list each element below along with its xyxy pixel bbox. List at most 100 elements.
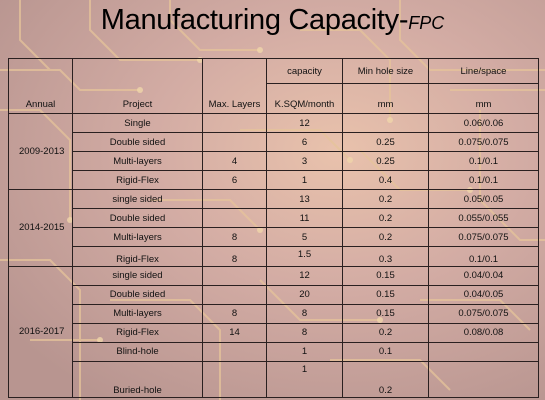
project-cell: Double sided	[72, 208, 203, 229]
project-cell: Multi-layers	[72, 227, 203, 248]
annual-cell: 2009-2013	[8, 112, 73, 191]
hole-cell: 0.15	[342, 284, 429, 305]
layers-cell: 14	[202, 322, 267, 343]
header-min-hole-size: Min hole size	[342, 58, 429, 84]
line-space-cell: 0.075/0.075	[428, 132, 539, 153]
line-space-cell: 0.1/0.1	[428, 151, 539, 172]
layers-cell: 6	[202, 170, 267, 191]
annual-cell: 2014-2015	[8, 189, 73, 267]
layers-cell	[202, 189, 267, 210]
table-row: Buried-hole 1 0.2	[9, 360, 539, 399]
table-row: Multi-layers 8 5 0.2 0.075/0.075	[9, 227, 539, 248]
hole-cell: 0.2	[342, 208, 429, 229]
header-capacity: capacity	[266, 58, 343, 84]
capacity-table: Annual Project Max. Layers capacity Min …	[8, 58, 539, 399]
capacity-cell: 6	[266, 132, 343, 153]
line-space-cell: 0.08/0.08	[428, 322, 539, 343]
project-cell: Single	[72, 112, 203, 134]
table-row: Rigid-Flex 6 1 0.4 0.1/0.1	[9, 170, 539, 191]
title-main: Manufacturing Capacity-	[100, 4, 409, 36]
layers-cell	[202, 284, 267, 305]
capacity-cell: 1	[266, 360, 343, 399]
hole-cell: 0.4	[342, 170, 429, 191]
table-row: 2009-2013 Single 12 0.06/0.06	[8, 112, 539, 191]
hole-cell: 0.2	[342, 189, 429, 210]
title-sub: FPC	[408, 13, 445, 33]
table-row: Blind-hole 1 0.1	[9, 341, 539, 362]
layers-cell: 8	[202, 303, 267, 324]
table-row: 2014-2015 single sided 13 0.2 0.05/0.05	[8, 189, 539, 267]
table-row: Double sided 20 0.15 0.04/0.05	[9, 284, 539, 305]
project-cell: Double sided	[72, 132, 203, 153]
line-space-cell	[428, 360, 539, 399]
line-space-cell: 0.04/0.05	[428, 284, 539, 305]
table-row: 2016-2017 single sided 12 0.15 0.04/0.04	[8, 265, 539, 398]
hole-cell	[342, 112, 429, 134]
hole-cell: 0.2	[342, 360, 429, 399]
project-cell: single sided	[72, 265, 203, 286]
layers-cell	[202, 360, 267, 399]
table-row: Double sided 6 0.25 0.075/0.075	[9, 132, 539, 153]
capacity-cell: 13	[266, 189, 343, 210]
layers-cell	[202, 132, 267, 153]
header-project: Project	[72, 58, 203, 114]
project-cell: Rigid-Flex	[72, 246, 203, 267]
project-cell: Multi-layers	[72, 151, 203, 172]
project-cell: Buried-hole	[72, 360, 203, 399]
capacity-cell: 1	[266, 170, 343, 191]
layers-cell	[202, 208, 267, 229]
project-cell: Multi-layers	[72, 303, 203, 324]
line-space-cell	[428, 341, 539, 362]
layers-cell: 4	[202, 151, 267, 172]
line-space-cell: 0.055/0.055	[428, 208, 539, 229]
line-space-cell: 0.05/0.05	[428, 189, 539, 210]
hole-cell: 0.1	[342, 341, 429, 362]
capacity-cell: 20	[266, 284, 343, 305]
header-line-space-unit: mm	[428, 83, 539, 114]
hole-cell: 0.25	[342, 132, 429, 153]
project-cell: Rigid-Flex	[72, 170, 203, 191]
hole-cell: 0.15	[342, 265, 429, 286]
capacity-cell: 3	[266, 151, 343, 172]
line-space-cell: 0.075/0.075	[428, 303, 539, 324]
table-row: Multi-layers 4 3 0.25 0.1/0.1	[9, 151, 539, 172]
layers-cell	[202, 341, 267, 362]
header-capacity-unit: K.SQM/month	[266, 83, 343, 114]
project-cell: Blind-hole	[72, 341, 203, 362]
project-cell: single sided	[72, 189, 203, 210]
line-space-cell: 0.06/0.06	[428, 112, 539, 134]
line-space-cell: 0.04/0.04	[428, 265, 539, 286]
table-row: Double sided 11 0.2 0.055/0.055	[9, 208, 539, 229]
header-line-space: Line/space	[428, 58, 539, 84]
capacity-cell: 8	[266, 303, 343, 324]
page-title: Manufacturing Capacity-FPC	[0, 0, 545, 52]
capacity-cell: 11	[266, 208, 343, 229]
capacity-cell: 8	[266, 322, 343, 343]
layers-cell	[202, 112, 267, 134]
header-max-layers: Max. Layers	[202, 58, 267, 114]
line-space-cell: 0.1/0.1	[428, 170, 539, 191]
capacity-cell: 5	[266, 227, 343, 248]
layers-cell	[202, 265, 267, 286]
hole-cell: 0.3	[342, 246, 429, 267]
table-row: Rigid-Flex 14 8 0.2 0.08/0.08	[9, 322, 539, 343]
capacity-cell: 1	[266, 341, 343, 362]
hole-cell: 0.15	[342, 303, 429, 324]
capacity-cell: 12	[266, 265, 343, 286]
header-min-hole-unit: mm	[342, 83, 429, 114]
capacity-cell: 12	[266, 112, 343, 134]
layers-cell: 8	[202, 246, 267, 267]
line-space-cell: 0.075/0.075	[428, 227, 539, 248]
hole-cell: 0.2	[342, 227, 429, 248]
hole-cell: 0.25	[342, 151, 429, 172]
header-annual: Annual	[8, 58, 73, 114]
project-cell: Rigid-Flex	[72, 322, 203, 343]
layers-cell: 8	[202, 227, 267, 248]
capacity-cell: 1.5	[266, 246, 343, 267]
table-row: Rigid-Flex 8 1.5 0.3 0.1/0.1	[9, 246, 539, 267]
hole-cell: 0.2	[342, 322, 429, 343]
table-row: Multi-layers 8 8 0.15 0.075/0.075	[9, 303, 539, 324]
annual-cell: 2016-2017	[8, 265, 73, 398]
line-space-cell: 0.1/0.1	[428, 246, 539, 267]
project-cell: Double sided	[72, 284, 203, 305]
